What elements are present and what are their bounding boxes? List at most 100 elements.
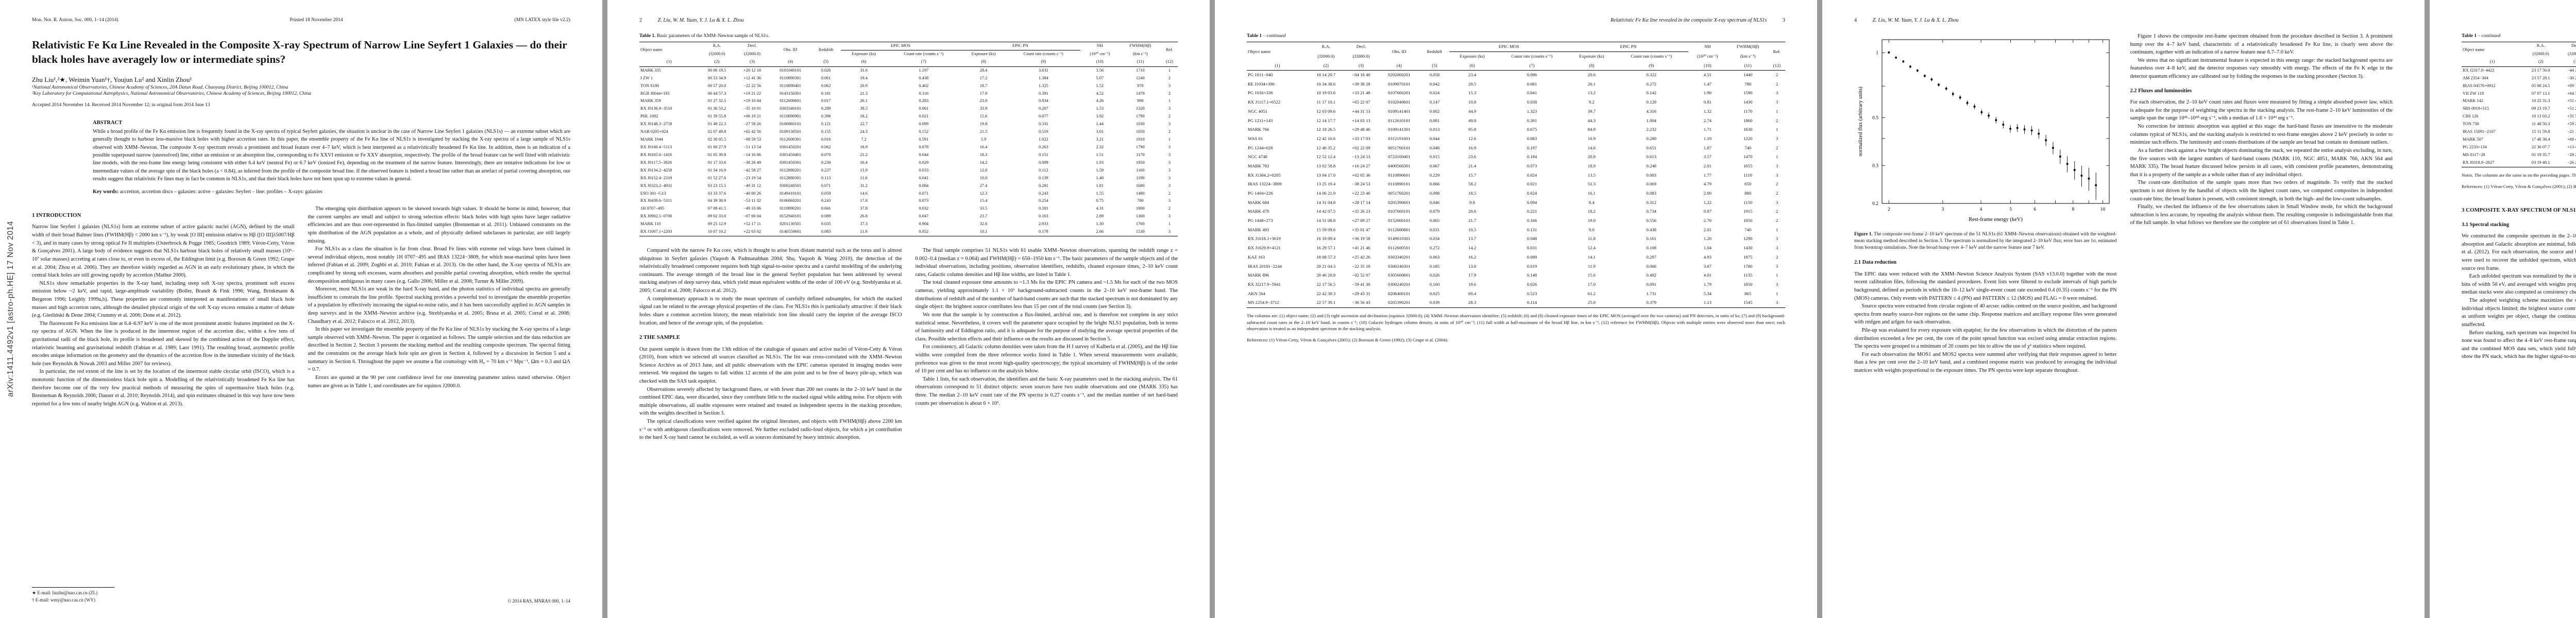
cell-dec: −51 13 54: [743, 144, 761, 149]
cell-redshift: 0.039: [1429, 300, 1440, 305]
col-number: (5): [811, 58, 841, 67]
cell-mos-rate: 0.044: [919, 152, 929, 157]
paragraph: NLS1s show remarkable properties in the …: [32, 280, 295, 319]
cell-fwhm: 1790: [1136, 114, 1145, 119]
col-header-obsid: Obs. ID: [1392, 48, 1406, 54]
cell-pn-exposure: 21.5: [979, 129, 988, 134]
cell-fwhm: 1050: [1136, 129, 1145, 134]
cell-mos-exposure: 23.6: [1468, 154, 1477, 160]
cell-obsid: 0102040601: [1388, 99, 1411, 105]
cell-pn-rate: 0.280: [1646, 135, 1657, 141]
subsection-heading-data-reduction: 2.1 Data reduction: [1854, 260, 1897, 266]
cell-obsid: 0109070101: [1388, 81, 1411, 87]
cell-redshift: 0.062: [821, 83, 831, 88]
paragraph: The optical classifications were verifie…: [639, 418, 902, 441]
table1-body-page2: MARK 335 00 06 19.5 +20 12 10 0101040101…: [639, 66, 1178, 236]
cell-pn-rate: 0.207: [1038, 106, 1048, 111]
table-row: MARK 110 09 25 12.9 +52 17 11 0201130501…: [639, 220, 1178, 228]
table1-notes: The columns are: (1) object name; (2) an…: [1247, 313, 1785, 332]
table1-label: Table 1: [1247, 33, 1262, 39]
cell-ref: 1: [1775, 108, 1778, 114]
col-header-dec: Decl.: [2571, 43, 2576, 48]
cell-mos-rate: 0.197: [1527, 145, 1537, 150]
cell-pn-rate: 0.161: [1646, 236, 1657, 242]
cell-pn-exposure: 10.1: [979, 229, 988, 234]
cell-object-name: RX J2217.9−5941: [1248, 281, 1281, 287]
cell-ref: 3: [1168, 160, 1171, 165]
cell-mos-exposure: 19.4: [860, 75, 868, 80]
cell-mos-rate: 0.116: [919, 91, 929, 96]
cell-mos-exposure: 17.8: [860, 198, 868, 203]
affiliation-1: ¹National Astronomical Observatories, Ch…: [32, 85, 289, 91]
paragraph: For each observation the MOS1 and MOS2 s…: [1854, 351, 2117, 373]
cell-ra: 07 07 13.1: [2531, 91, 2550, 96]
col-unit-fwhm: (km s⁻¹): [1133, 51, 1148, 56]
running-head: Relativistic Fe Kα line revealed in the …: [2462, 18, 2576, 23]
cell-redshift: 0.237: [821, 167, 831, 173]
cell-ra: 22 42 39.3: [1316, 290, 1336, 296]
cell-mos-exposure: 13.7: [1468, 236, 1477, 242]
cell-pn-exposure: 8.4: [1588, 199, 1595, 205]
cell-redshift: 0.042: [1429, 81, 1440, 87]
table-row: IRAS 20181−2244 20 21 04.3 −22 35 18 030…: [1247, 262, 1785, 271]
cell-fwhm: 1240: [1136, 75, 1145, 80]
cell-fwhm: 1150: [1743, 199, 1753, 205]
table-row: RX J0323.2−4931 03 23 15.5 −49 31 12 030…: [639, 182, 1178, 190]
cell-mos-exposure: 23.4: [1468, 72, 1477, 78]
table-row: RX J0134.2−4258 01 34 16.9 −42 58 27 011…: [639, 167, 1178, 175]
cell-pn-rate: 0.272: [1646, 81, 1657, 87]
cell-ref: 2: [1775, 181, 1778, 187]
cell-pn-rate: 0.151: [1038, 152, 1048, 157]
cell-obsid: 0107660201: [1388, 90, 1411, 96]
table-row: RX J2317.8−4422 23 17 50.0 −44 22 28 030…: [2462, 66, 2576, 74]
cell-ra: 00 44 57.3: [707, 91, 726, 96]
running-authors: Z. Liu, W. M. Yuan, Y. J. Lu & X. L. Zho…: [1872, 18, 1959, 23]
cell-ra: 22 57 39.1: [1316, 300, 1336, 305]
cell-object-name: IRAS 13224−3809: [1248, 181, 1282, 187]
table-row: WAS 61 12 42 10.6 +33 17 03 0312191001 0…: [1247, 134, 1785, 144]
col-group-epic-mos: EPIC MOS: [840, 42, 961, 50]
table-row: MARK 1044 02 30 05.5 −08 59 53 011260030…: [639, 136, 1178, 144]
cell-mos-exposure: 10.5: [1468, 227, 1477, 232]
col-unit-dec: (J2000.0): [744, 51, 760, 56]
cell-ref: 3: [1168, 183, 1171, 188]
cell-mos-exposure: 44.9: [1468, 108, 1477, 114]
cell-obsid: 0109141401: [1388, 108, 1411, 114]
cell-fwhm: 1430: [1743, 99, 1753, 105]
paragraph: Observations severely affected by backgr…: [639, 386, 902, 417]
cell-fwhm: 1170: [1743, 108, 1753, 114]
cell-obsid: 0110890901: [779, 114, 801, 119]
cell-obsid: 0110890101: [1388, 181, 1411, 187]
cell-ra: 17 48 38.4: [2531, 137, 2550, 142]
table-row: RX J0117.5−3826 01 17 33.6 −38 26 49 030…: [639, 159, 1178, 167]
table-row: IRAS 04576+0912 05 00 24.5 +09 16 29 031…: [2462, 82, 2576, 90]
table-row: MARK 335 00 06 19.5 +20 12 10 0101040101…: [639, 66, 1178, 74]
cell-dec: +52 17 11: [743, 221, 761, 227]
cell-object-name: MARK 335: [640, 67, 661, 73]
subsection-heading-stacking: 3.1 Spectral stacking: [2462, 221, 2510, 228]
intro-paragraphs-right: The emerging spin distribution appears t…: [308, 205, 571, 390]
cell-ref: 1: [1775, 227, 1778, 232]
cell-pn-rate: 0.083: [1646, 191, 1657, 196]
cell-fwhm: 1760: [1136, 221, 1145, 227]
col-unit-ra: (J2000.0): [708, 51, 725, 56]
cell-mos-rate: 0.038: [1527, 99, 1537, 105]
table-row: MARK 359 01 27 32.5 +19 10 44 0112600601…: [639, 97, 1178, 105]
cell-ra: 15 11 59.8: [2532, 129, 2550, 134]
cell-ref: 2: [1775, 145, 1778, 150]
cell-ra: 02 30 05.5: [707, 137, 726, 142]
cell-redshift: 0.067: [1429, 163, 1440, 168]
cell-ref: 2: [1775, 209, 1778, 214]
cell-nh: 1.51: [1096, 152, 1104, 157]
cell-object-name: RX J0105.6−1416: [640, 152, 672, 157]
cell-object-name: IRAS 20181−2244: [1248, 263, 1282, 269]
cell-nh: 3.57: [1703, 154, 1711, 160]
cell-mos-exposure: 31.2: [860, 183, 868, 188]
cell-pn-rate: 1.325: [1038, 83, 1048, 88]
cell-dec: +06 19 21: [743, 114, 761, 119]
cell-object-name: PG 1404+226: [1248, 191, 1273, 196]
abstract-heading: ABSTRACT: [93, 120, 123, 126]
cell-redshift: 0.229: [1429, 172, 1440, 178]
cell-pn-rate: 0.243: [1038, 191, 1048, 196]
cell-fwhm: 1170: [1136, 152, 1145, 157]
